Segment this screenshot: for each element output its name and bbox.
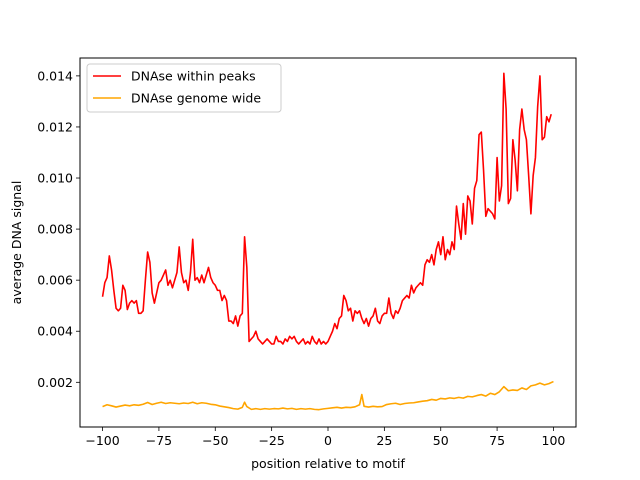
plot-area bbox=[80, 58, 576, 427]
x-tick-label: −50 bbox=[202, 433, 228, 448]
y-tick-label: 0.014 bbox=[37, 68, 73, 83]
x-tick-label: −75 bbox=[146, 433, 172, 448]
legend: DNAse within peaks DNAse genome wide bbox=[86, 63, 282, 113]
y-tick-label: 0.010 bbox=[37, 171, 73, 186]
legend-label-genome: DNAse genome wide bbox=[131, 91, 261, 106]
x-tick-label: 0 bbox=[324, 433, 332, 448]
series-line-dnase-within-peaks bbox=[101, 72, 552, 345]
legend-box bbox=[86, 63, 282, 113]
x-tick-label: −25 bbox=[258, 433, 284, 448]
y-tick-label: 0.002 bbox=[37, 375, 73, 390]
x-tick-label: 100 bbox=[542, 433, 566, 448]
x-axis-ticks: −100 −75 −50 −25 0 25 50 75 100 bbox=[85, 427, 565, 448]
series-line-dnase-genome-wide bbox=[102, 380, 554, 411]
y-tick-label: 0.004 bbox=[37, 324, 73, 339]
x-axis-label: position relative to motif bbox=[251, 456, 405, 471]
x-tick-label: 50 bbox=[433, 433, 449, 448]
x-tick-label: 75 bbox=[489, 433, 505, 448]
y-axis-ticks: 0.002 0.004 0.006 0.008 0.010 0.012 0.014 bbox=[37, 68, 80, 390]
x-tick-label: 25 bbox=[376, 433, 392, 448]
y-tick-label: 0.012 bbox=[37, 119, 73, 134]
y-tick-label: 0.006 bbox=[37, 273, 73, 288]
legend-label-peaks: DNAse within peaks bbox=[131, 69, 256, 84]
series-layer bbox=[101, 72, 554, 411]
y-axis-label: average DNA signal bbox=[9, 181, 24, 305]
y-tick-label: 0.008 bbox=[37, 222, 73, 237]
x-tick-label: −100 bbox=[85, 433, 119, 448]
